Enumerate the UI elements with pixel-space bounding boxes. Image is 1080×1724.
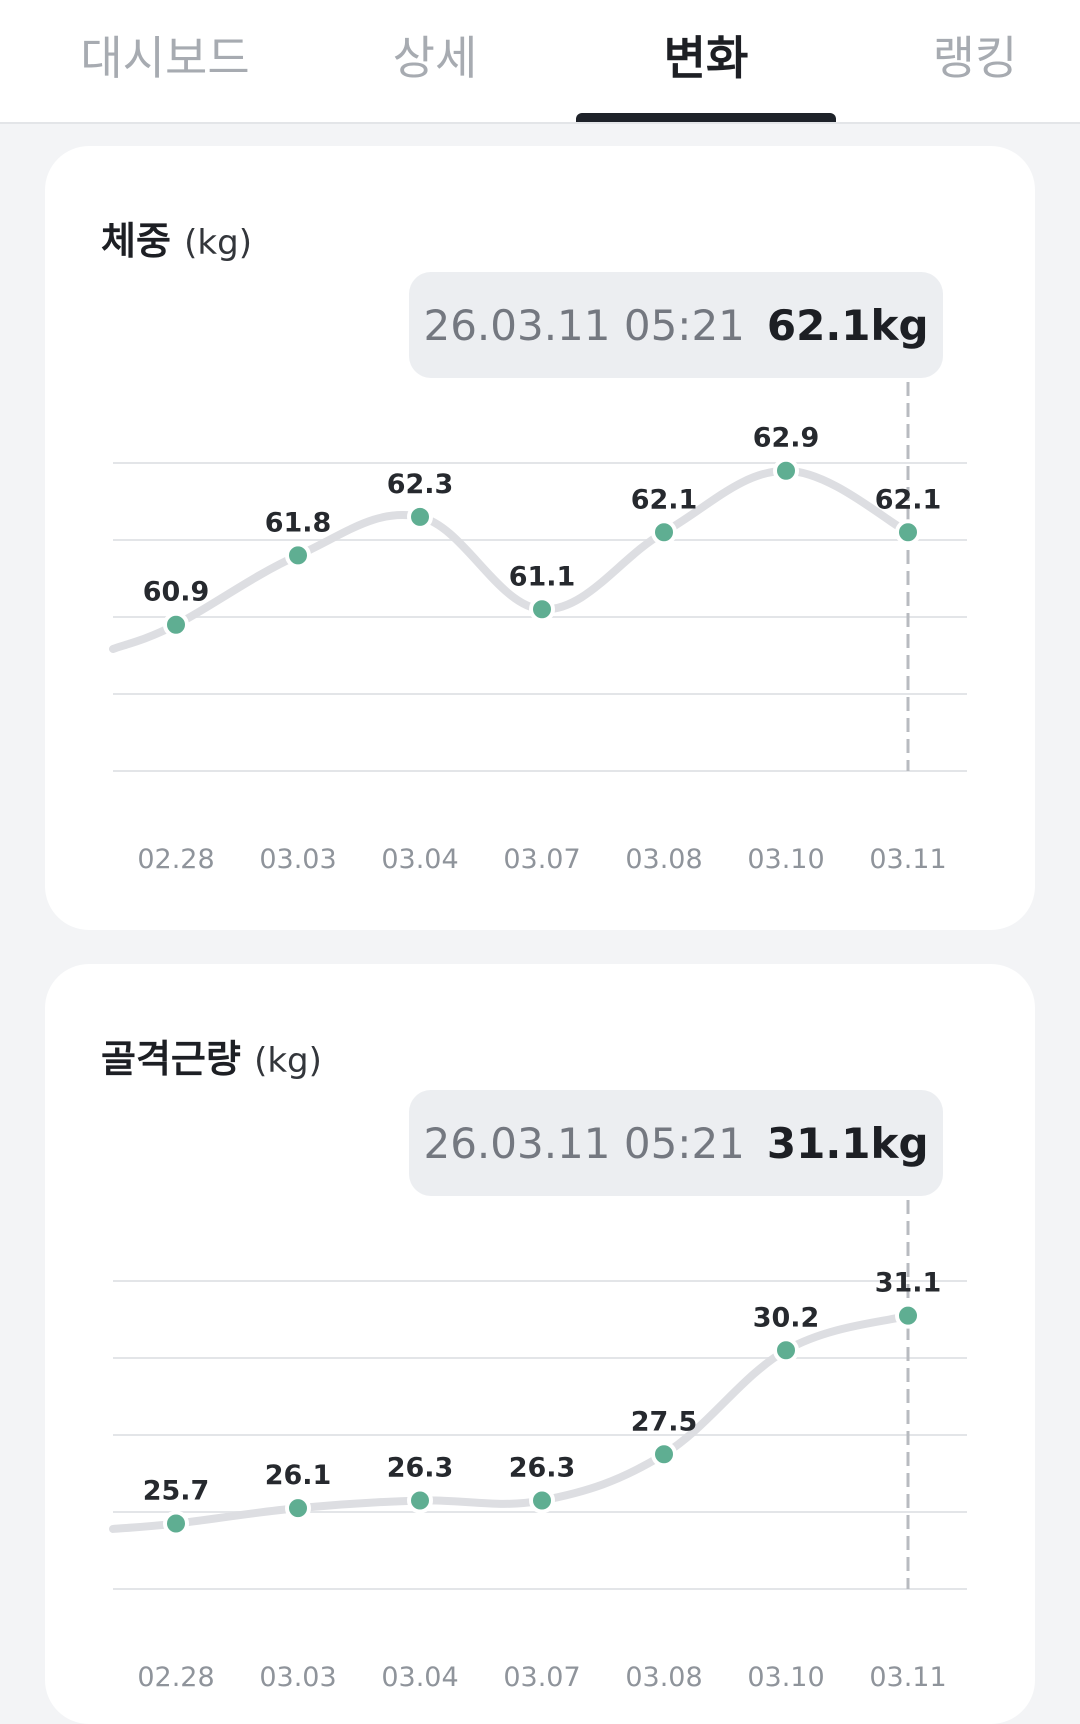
tab-detail-label: 상세 <box>392 31 478 85</box>
weight-data-label: 62.9 <box>753 423 820 454</box>
weight-line-chart[interactable]: 60.9 61.8 62.3 61.1 62.1 62.9 62.1 02.28 03.03 03… <box>45 146 1035 930</box>
weight-chart-title: 체중 (kg) <box>101 210 252 265</box>
weight-x-tick-label: 03.04 <box>381 844 458 875</box>
tab-bar: 대시보드 상세 변화 랭킹 <box>0 0 1080 124</box>
weight-data-label: 61.1 <box>509 561 576 592</box>
weight-x-tick-label: 03.07 <box>503 844 580 875</box>
weight-tooltip: 26.03.11 05:21 62.1kg <box>409 272 943 378</box>
weight-tooltip-value: 62.1kg <box>766 300 929 350</box>
muscle-data-label: 31.1 <box>875 1268 942 1299</box>
muscle-data-point <box>407 1487 433 1514</box>
tab-ranking[interactable]: 랭킹 <box>840 0 1080 122</box>
active-tab-indicator <box>576 113 836 122</box>
muscle-tooltip-datetime: 26.03.11 05:21 <box>423 1118 745 1168</box>
muscle-data-label: 26.3 <box>387 1452 454 1483</box>
tab-ranking-label: 랭킹 <box>932 31 1018 85</box>
muscle-chart-title: 골격근량 (kg) <box>101 1028 322 1083</box>
tab-dashboard[interactable]: 대시보드 <box>30 0 300 122</box>
muscle-data-label: 26.1 <box>265 1460 332 1491</box>
muscle-chart-card: 골격근량 (kg) 26.03.11 05:21 31.1kg 25.7 26.1… <box>45 964 1035 1724</box>
muscle-tooltip: 26.03.11 05:21 31.1kg <box>409 1090 943 1196</box>
muscle-data-point <box>529 1487 555 1514</box>
weight-tooltip-datetime: 26.03.11 05:21 <box>423 300 745 350</box>
muscle-title-text: 골격근량 <box>101 1037 241 1081</box>
weight-title-text: 체중 <box>101 219 171 263</box>
muscle-data-label: 27.5 <box>631 1406 698 1437</box>
weight-data-label: 62.3 <box>387 469 454 500</box>
muscle-tooltip-value: 31.1kg <box>766 1118 929 1168</box>
muscle-x-tick-label: 03.07 <box>503 1662 580 1693</box>
weight-chart-card: 체중 (kg) 26.03.11 05:21 62.1kg 60.9 61.8 62… <box>45 146 1035 930</box>
tab-change[interactable]: 변화 <box>571 0 841 122</box>
muscle-x-tick-label: 02.28 <box>137 1662 214 1693</box>
weight-data-label: 62.1 <box>875 484 942 515</box>
muscle-data-point <box>895 1302 921 1329</box>
muscle-x-tick-label: 03.03 <box>259 1662 336 1693</box>
muscle-data-label: 25.7 <box>143 1476 210 1507</box>
weight-data-point <box>285 542 311 569</box>
weight-data-point <box>895 519 921 546</box>
weight-data-point <box>651 519 677 546</box>
muscle-x-tick-label: 03.11 <box>869 1662 946 1693</box>
weight-data-point <box>407 503 433 530</box>
weight-data-label: 60.9 <box>143 577 210 608</box>
weight-data-point <box>773 457 799 484</box>
weight-data-point <box>163 611 189 638</box>
muscle-x-tick-label: 03.08 <box>625 1662 702 1693</box>
muscle-x-tick-label: 03.10 <box>747 1662 824 1693</box>
muscle-data-label: 26.3 <box>509 1452 576 1483</box>
weight-x-tick-label: 03.03 <box>259 844 336 875</box>
muscle-x-tick-label: 03.04 <box>381 1662 458 1693</box>
weight-x-tick-label: 02.28 <box>137 844 214 875</box>
weight-data-label: 62.1 <box>631 484 698 515</box>
muscle-title-unit: (kg) <box>254 1041 322 1081</box>
weight-x-tick-label: 03.11 <box>869 844 946 875</box>
weight-data-label: 61.8 <box>265 507 332 538</box>
weight-data-point <box>529 596 555 623</box>
muscle-data-point <box>285 1495 311 1522</box>
muscle-data-label: 30.2 <box>753 1302 820 1333</box>
weight-x-tick-label: 03.10 <box>747 844 824 875</box>
tab-dashboard-label: 대시보드 <box>80 31 250 85</box>
tab-detail[interactable]: 상세 <box>300 0 570 122</box>
tab-change-label: 변화 <box>663 31 749 85</box>
muscle-line-chart[interactable]: 25.7 26.1 26.3 26.3 27.5 30.2 31.1 02.28 03.03 03… <box>45 964 1035 1724</box>
muscle-data-point <box>163 1510 189 1537</box>
weight-series-line <box>109 466 912 653</box>
weight-x-tick-label: 03.08 <box>625 844 702 875</box>
weight-title-unit: (kg) <box>184 223 252 263</box>
muscle-data-point <box>651 1441 677 1468</box>
muscle-data-point <box>773 1337 799 1364</box>
